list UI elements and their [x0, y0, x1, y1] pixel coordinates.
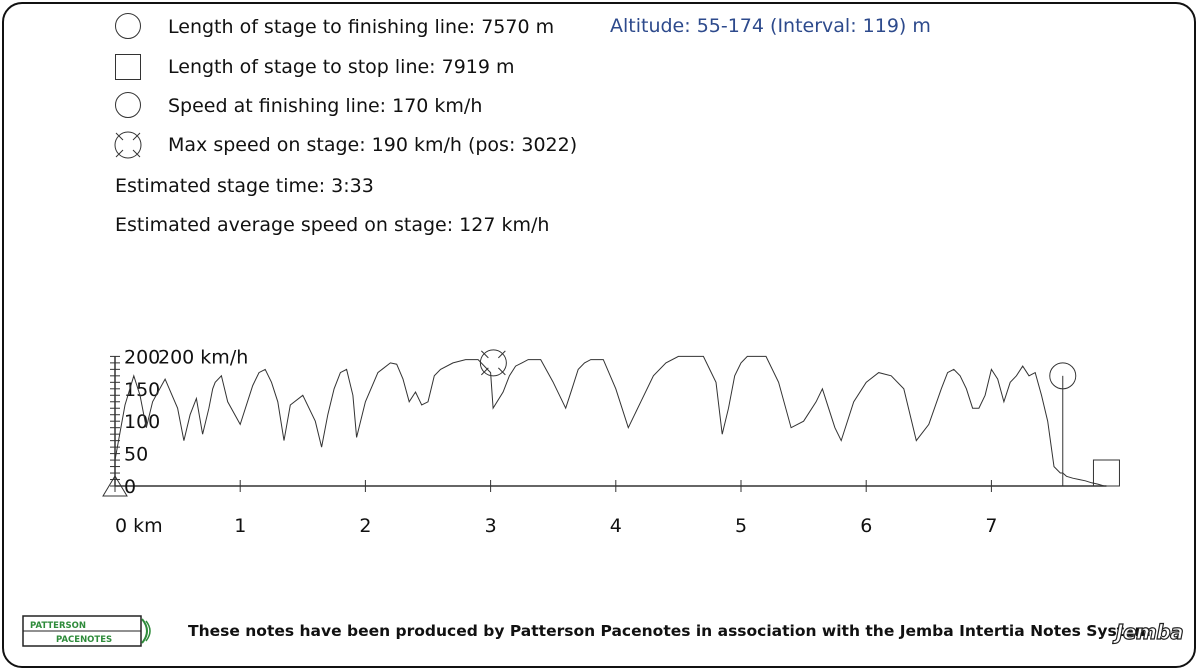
- max-speed-icon: [114, 131, 142, 159]
- max-speed-text: Max speed on stage: 190 km/h (pos: 3022): [168, 134, 578, 156]
- stop-marker: [1092, 459, 1120, 487]
- x-tick-label: 7: [985, 515, 997, 537]
- max-speed-marker-cross: [498, 350, 506, 359]
- stop-square-icon: [115, 54, 141, 80]
- y-tick-label: 0: [124, 476, 136, 498]
- x-tick-label: 0 km: [115, 515, 163, 537]
- finish-speed-text: Speed at finishing line: 170 km/h: [168, 95, 483, 117]
- start-triangle-marker: [102, 475, 128, 497]
- x-tick-label: 5: [735, 515, 747, 537]
- jemba-logo: Jemba: [1115, 619, 1184, 644]
- y-tick-label: 100: [124, 411, 160, 433]
- x-tick-label: 2: [359, 515, 371, 537]
- max-speed-marker-cross: [498, 367, 506, 376]
- patterson-pacenotes-logo: PATTERSON PACENOTES: [22, 615, 151, 647]
- stage-time-text: Estimated stage time: 3:33: [115, 175, 374, 197]
- speed-line: [114, 355, 1105, 487]
- max-speed-marker-cross: [481, 350, 489, 359]
- x-tick-label: 3: [485, 515, 497, 537]
- y-unit-label: 200 km/h: [158, 346, 248, 368]
- x-tick-label: 4: [610, 515, 622, 537]
- logo-left-top-text: PATTERSON: [30, 621, 86, 631]
- max-speed-marker-cross: [481, 367, 489, 376]
- footer-attribution: These notes have been produced by Patter…: [188, 622, 1151, 640]
- finish-circle-icon: [115, 13, 141, 39]
- y-tick-label: 200: [124, 346, 160, 368]
- altitude-text: Altitude: 55-174 (Interval: 119) m: [610, 15, 931, 37]
- x-tick-label: 6: [860, 515, 872, 537]
- finish-speed-circle-icon: [115, 92, 141, 118]
- average-speed-text: Estimated average speed on stage: 127 km…: [115, 214, 550, 236]
- x-tick-label: 1: [234, 515, 246, 537]
- finish-length-text: Length of stage to finishing line: 7570 …: [168, 16, 555, 38]
- stop-length-text: Length of stage to stop line: 7919 m: [168, 56, 515, 78]
- y-tick-label: 50: [124, 444, 148, 466]
- max-speed-marker: [479, 349, 507, 377]
- y-tick-label: 150: [124, 379, 160, 401]
- logo-left-bottom-text: PACENOTES: [56, 635, 112, 645]
